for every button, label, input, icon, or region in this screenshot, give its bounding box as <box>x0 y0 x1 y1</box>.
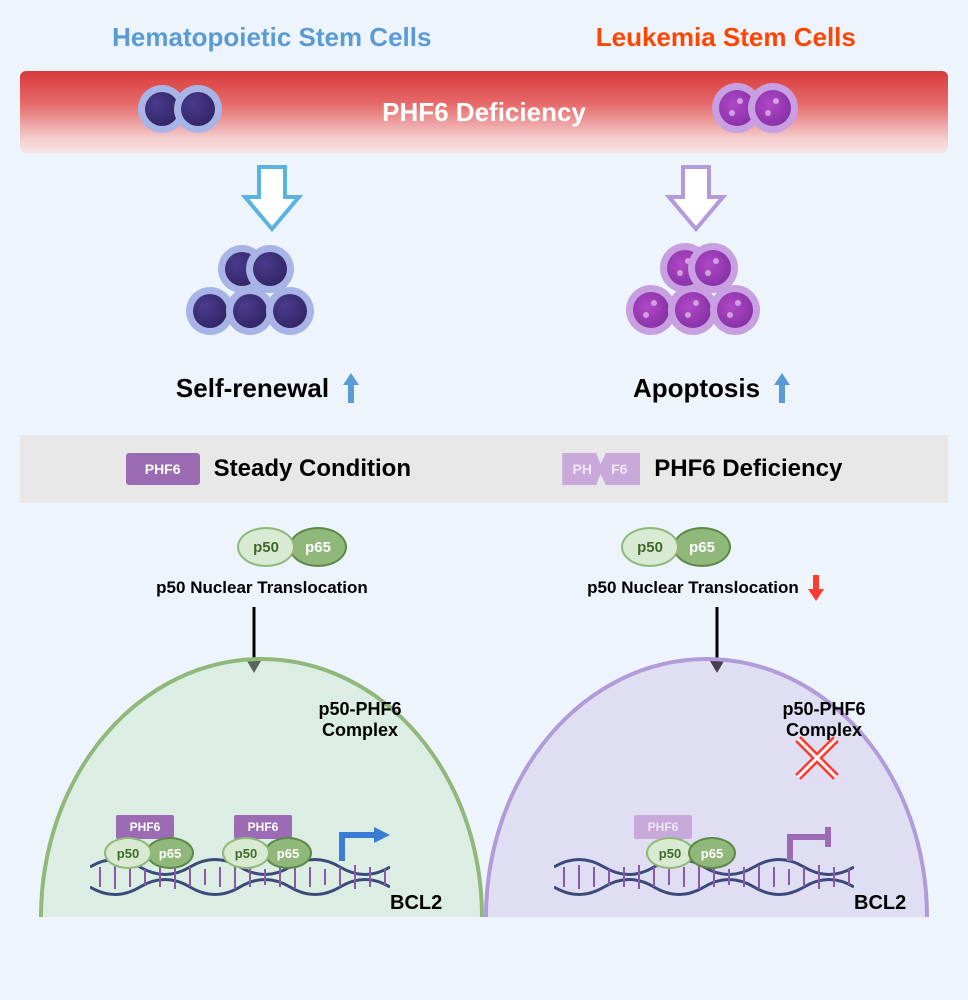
legend-deficiency: PH F6 PHF6 Deficiency <box>562 453 842 485</box>
top-titles: Hematopoietic Stem Cells Leukemia Stem C… <box>0 0 968 63</box>
nuclei: p50-PHF6 Complex P <box>20 657 948 917</box>
nucleus-deficient: p50-PHF6 Complex <box>484 657 948 917</box>
p50-p65-dimer: p50 p65 <box>621 527 731 567</box>
legend-text: Steady Condition <box>214 455 411 483</box>
clusters-row <box>0 239 968 359</box>
complex-label: p50-PHF6 Complex <box>300 699 420 741</box>
mechanism-panel: p50 p65 p50 p65 p50 Nuclear Translocatio… <box>20 527 948 917</box>
phf6-tag-icon: PHF6 <box>126 453 200 485</box>
p50-p65-dimer: p50 p65 <box>237 527 347 567</box>
phf6-on-dna-icon: PHF6 <box>234 815 292 839</box>
translocation-labels: p50 Nuclear Translocation p50 Nuclear Tr… <box>20 567 948 603</box>
p65-icon: p65 <box>289 527 347 567</box>
self-renewal-label: Self-renewal <box>176 371 361 405</box>
phf6-broken-icon: PH F6 <box>562 453 640 485</box>
down-arrow-red-icon <box>807 573 825 603</box>
phf6-faded-icon: PHF6 <box>634 815 692 839</box>
legend-band: PHF6 Steady Condition PH F6 PHF6 Deficie… <box>20 435 948 503</box>
phf6-on-dna-icon: PHF6 <box>116 815 174 839</box>
hsc-pair <box>138 85 222 133</box>
hsc-cell-icon <box>174 85 222 133</box>
trans-text: p50 Nuclear Translocation <box>156 578 368 598</box>
nucleus-steady: p50-PHF6 Complex P <box>20 657 484 917</box>
p65-icon: p65 <box>146 837 194 869</box>
legend-steady: PHF6 Steady Condition <box>126 453 411 485</box>
outcome-text: Self-renewal <box>176 373 329 404</box>
bcl2-label: BCL2 <box>390 892 442 915</box>
p65-icon: p65 <box>673 527 731 567</box>
trans-left: p50 Nuclear Translocation <box>62 573 462 603</box>
lsc-cell-icon <box>748 83 798 133</box>
hsc-cluster <box>172 239 352 359</box>
hsc-title: Hematopoietic Stem Cells <box>112 22 431 53</box>
trans-right: p50 Nuclear Translocation <box>506 573 906 603</box>
trans-text: p50 Nuclear Translocation <box>587 578 799 598</box>
legend-text: PHF6 Deficiency <box>654 455 842 483</box>
lsc-title: Leukemia Stem Cells <box>596 22 856 53</box>
p50-icon: p50 <box>646 837 694 869</box>
promoter-active-icon <box>336 825 392 865</box>
down-arrow-right-icon <box>661 163 731 235</box>
phf6-deficiency-band: PHF6 Deficiency <box>20 71 948 153</box>
lsc-cluster <box>616 239 796 359</box>
p50-icon: p50 <box>621 527 679 567</box>
p50-icon: p50 <box>237 527 295 567</box>
up-arrow-icon <box>341 371 361 405</box>
bcl2-label: BCL2 <box>854 892 906 915</box>
outcome-row: Self-renewal Apoptosis <box>0 359 968 435</box>
red-x-icon <box>792 733 842 783</box>
apoptosis-label: Apoptosis <box>633 371 792 405</box>
p65-icon: p65 <box>264 837 312 869</box>
p50-icon: p50 <box>222 837 270 869</box>
band-label: PHF6 Deficiency <box>382 97 586 128</box>
dimer-row: p50 p65 p50 p65 <box>20 527 948 567</box>
outcome-text: Apoptosis <box>633 373 760 404</box>
down-arrows-row <box>0 153 968 239</box>
down-arrow-left-icon <box>237 163 307 235</box>
up-arrow-icon <box>772 371 792 405</box>
p65-icon: p65 <box>688 837 736 869</box>
lsc-pair <box>712 83 798 133</box>
p50-icon: p50 <box>104 837 152 869</box>
promoter-blocked-icon <box>784 825 840 865</box>
